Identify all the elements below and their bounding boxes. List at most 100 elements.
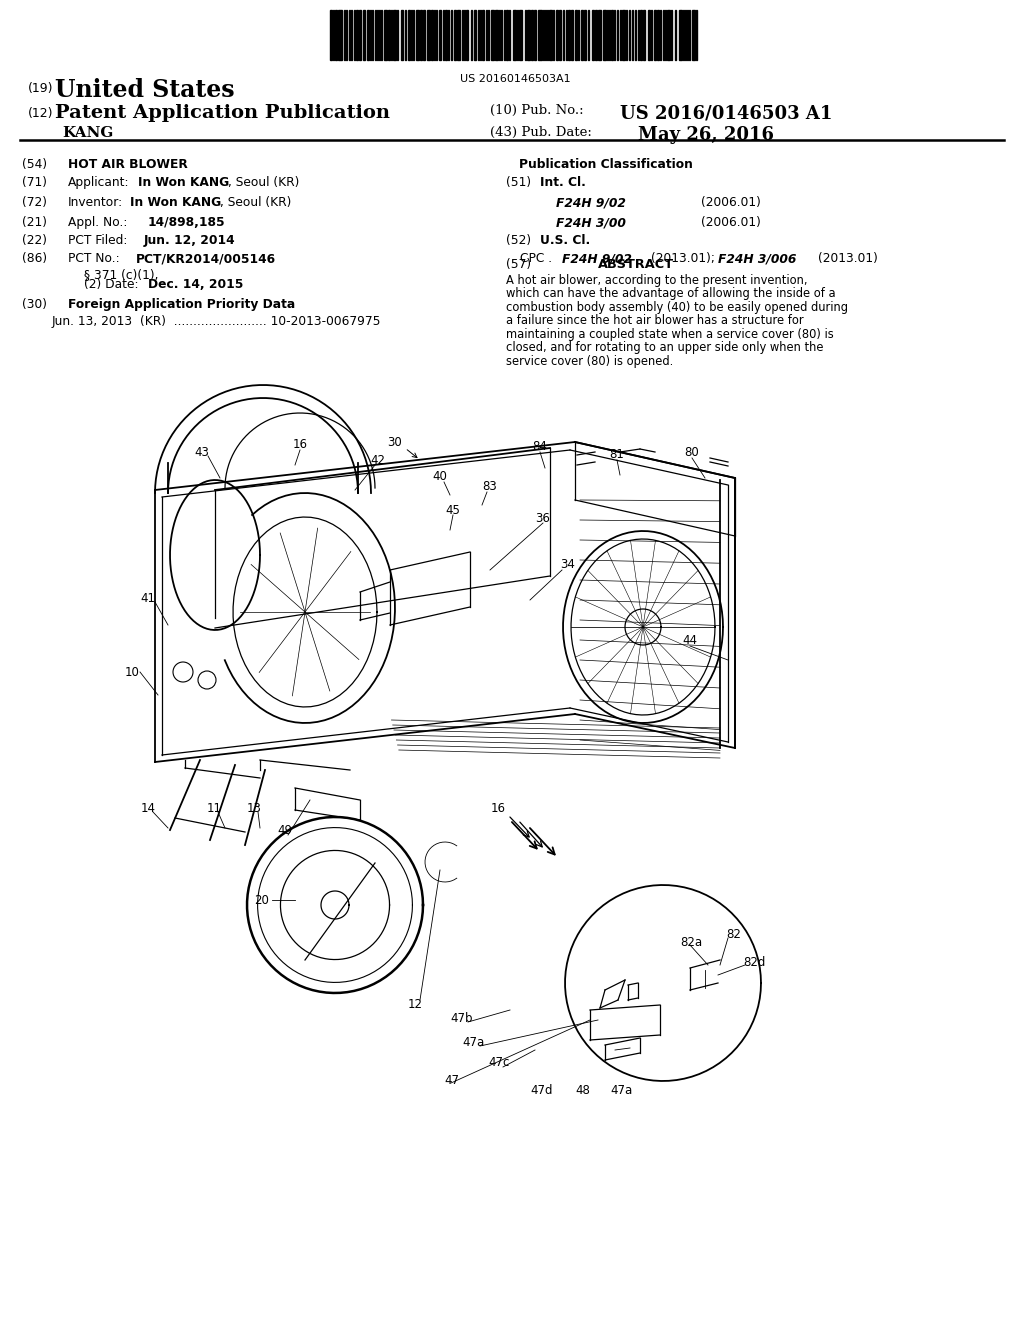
Text: 13: 13 (247, 801, 261, 814)
Text: (2006.01): (2006.01) (701, 216, 761, 228)
Bar (611, 11, 613, 59)
Text: 44: 44 (683, 634, 697, 647)
Text: closed, and for rotating to an upper side only when the: closed, and for rotating to an upper sid… (506, 342, 823, 355)
Bar (474, 11, 476, 59)
Text: PCT Filed:: PCT Filed: (68, 234, 127, 247)
Bar (388, 11, 390, 59)
Text: 49: 49 (278, 824, 293, 837)
Text: 47a: 47a (610, 1084, 632, 1097)
Bar (393, 11, 396, 59)
Text: F24H 9/02: F24H 9/02 (556, 195, 626, 209)
Text: KANG: KANG (62, 125, 114, 140)
Text: (72): (72) (22, 195, 47, 209)
Bar (575, 11, 577, 59)
Text: 47c: 47c (488, 1056, 509, 1069)
Text: May 26, 2016: May 26, 2016 (638, 125, 774, 144)
Bar (603, 11, 606, 59)
Text: In Won KANG: In Won KANG (130, 195, 221, 209)
Text: 43: 43 (195, 446, 210, 458)
Bar (595, 11, 597, 59)
Bar (330, 11, 332, 59)
Bar (362, 11, 365, 59)
Text: PCT/KR2014/005146: PCT/KR2014/005146 (136, 252, 276, 265)
Bar (598, 11, 601, 59)
Text: 84: 84 (532, 441, 548, 454)
Text: 34: 34 (560, 558, 575, 572)
Text: 48: 48 (575, 1084, 590, 1097)
Text: 82d: 82d (743, 957, 765, 969)
Text: F24H 3/00: F24H 3/00 (556, 216, 626, 228)
Bar (559, 11, 561, 59)
Bar (654, 11, 656, 59)
Bar (549, 11, 552, 59)
Text: 14: 14 (140, 801, 156, 814)
Text: 16: 16 (293, 438, 307, 451)
Bar (568, 11, 570, 59)
Text: 20: 20 (255, 894, 269, 907)
Text: A hot air blower, according to the present invention,: A hot air blower, according to the prese… (506, 275, 808, 286)
Text: F24H 3/006: F24H 3/006 (718, 252, 797, 265)
Bar (657, 11, 659, 59)
Bar (538, 11, 542, 59)
Text: (12): (12) (28, 107, 53, 120)
Bar (445, 11, 447, 59)
Text: Publication Classification: Publication Classification (519, 158, 693, 172)
Text: 16: 16 (490, 801, 506, 814)
Bar (592, 11, 594, 59)
Text: (43) Pub. Date:: (43) Pub. Date: (490, 125, 592, 139)
Bar (640, 11, 642, 59)
Text: service cover (80) is opened.: service cover (80) is opened. (506, 355, 673, 368)
Text: 82a: 82a (680, 936, 702, 949)
Bar (692, 11, 695, 59)
Text: 30: 30 (388, 437, 402, 450)
Text: US 20160146503A1: US 20160146503A1 (460, 74, 570, 84)
Bar (506, 11, 508, 59)
Text: (2013.01);: (2013.01); (651, 252, 719, 265)
Bar (466, 11, 468, 59)
Bar (531, 11, 534, 59)
Bar (513, 11, 516, 59)
Bar (408, 11, 410, 59)
Bar (439, 11, 441, 59)
Text: Applicant:: Applicant: (68, 176, 129, 189)
Text: 36: 36 (536, 511, 551, 524)
Text: 11: 11 (207, 801, 221, 814)
Text: (57): (57) (506, 257, 531, 271)
Bar (338, 11, 342, 59)
Text: U.S. Cl.: U.S. Cl. (540, 234, 590, 247)
Text: F24H 9/02: F24H 9/02 (562, 252, 632, 265)
Text: 47a: 47a (462, 1036, 484, 1049)
Text: 81: 81 (609, 449, 625, 462)
Text: which can have the advantage of allowing the inside of a: which can have the advantage of allowing… (506, 288, 836, 301)
Text: , Seoul (KR): , Seoul (KR) (220, 195, 292, 209)
Bar (359, 11, 361, 59)
Text: (22): (22) (22, 234, 47, 247)
Text: HOT AIR BLOWER: HOT AIR BLOWER (68, 158, 187, 172)
Text: (86): (86) (22, 252, 47, 265)
Text: Foreign Application Priority Data: Foreign Application Priority Data (68, 298, 295, 312)
Bar (423, 11, 425, 59)
Bar (622, 11, 625, 59)
Bar (571, 11, 573, 59)
Bar (556, 11, 558, 59)
Bar (667, 11, 670, 59)
Bar (427, 11, 430, 59)
Text: (52): (52) (506, 234, 531, 247)
Bar (482, 11, 484, 59)
Text: Appl. No.:: Appl. No.: (68, 216, 127, 228)
Text: 80: 80 (685, 446, 699, 459)
Text: 12: 12 (408, 998, 423, 1011)
Text: 83: 83 (482, 480, 498, 494)
Bar (416, 11, 419, 59)
Bar (431, 11, 433, 59)
Text: Patent Application Publication: Patent Application Publication (55, 104, 390, 121)
Bar (454, 11, 456, 59)
Text: combustion body assembly (40) to be easily opened during: combustion body assembly (40) to be easi… (506, 301, 848, 314)
Bar (584, 11, 586, 59)
Text: (19): (19) (28, 82, 53, 95)
Text: Jun. 13, 2013: Jun. 13, 2013 (52, 315, 133, 327)
Text: 41: 41 (140, 591, 156, 605)
Bar (643, 11, 645, 59)
Text: 40: 40 (432, 470, 447, 483)
Bar (457, 11, 460, 59)
